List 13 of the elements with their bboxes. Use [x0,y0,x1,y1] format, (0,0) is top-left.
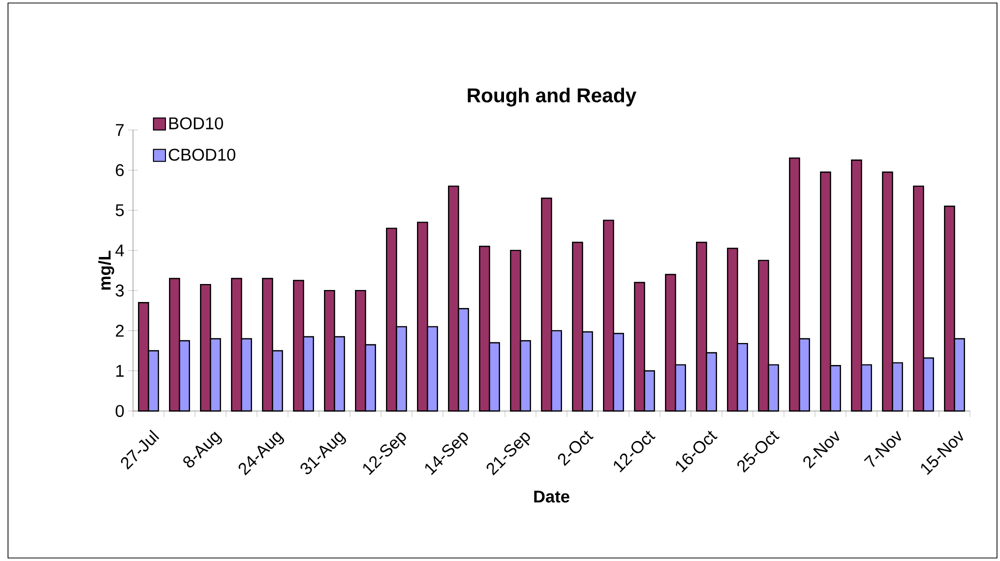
y-tick-label: 6 [116,164,124,176]
chart-title: Rough and Ready [468,88,636,106]
y-tick-label: 7 [116,124,124,136]
legend-label: BOD10 [169,117,224,130]
y-tick-label: 0 [116,404,124,418]
y-tick-label: 5 [116,204,124,216]
y-tick-label: 1 [116,364,124,377]
y-tick-label: 3 [116,284,124,297]
y-axis-title: mg/L [98,250,114,290]
y-tick-label: 2 [116,324,124,337]
x-axis-title: Date [534,490,570,503]
legend-label: CBOD10 [168,148,236,161]
y-tick-label: 4 [115,244,124,256]
